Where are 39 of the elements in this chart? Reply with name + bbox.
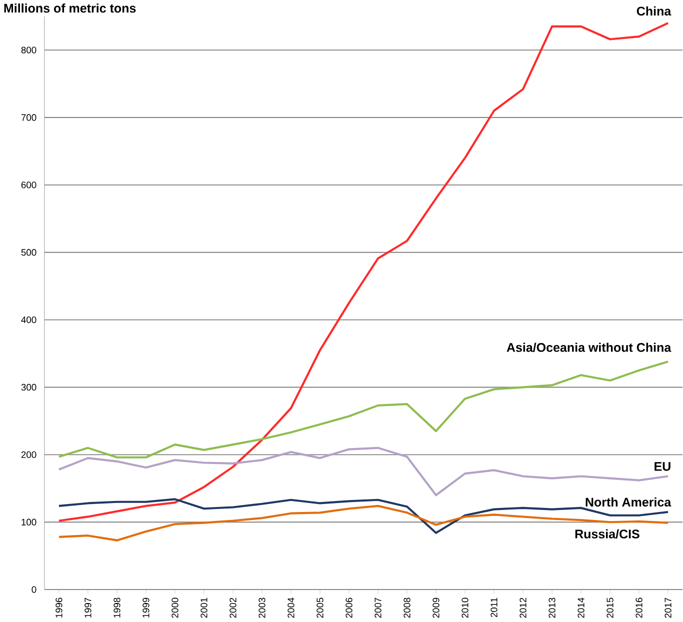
- y-tick-label: 700: [21, 114, 36, 121]
- series-label: China: [636, 6, 672, 16]
- y-tick-label: 500: [21, 249, 36, 256]
- x-tick-label: 2012: [520, 598, 526, 618]
- x-tick-label: 2000: [172, 598, 178, 618]
- x-tick-label: 2010: [462, 598, 468, 618]
- line-series: [58, 447, 670, 496]
- line-series: [58, 22, 670, 522]
- x-tick-label: 2017: [664, 598, 672, 618]
- y-axis-title: Millions of metric tons: [4, 4, 136, 13]
- x-tick-label: 2014: [578, 598, 584, 618]
- x-tick-label: 2005: [316, 598, 324, 618]
- x-tick-label: 2008: [404, 598, 410, 618]
- x-tick-label: 2003: [258, 598, 266, 618]
- x-tick-label: 2013: [548, 598, 556, 618]
- x-tick-label: 2002: [230, 598, 236, 618]
- y-tick-label: 200: [21, 451, 36, 458]
- x-tick-label: 1997: [84, 598, 92, 618]
- x-tick-label: 2011: [490, 598, 498, 618]
- y-tick-label: 600: [21, 182, 36, 188]
- y-tick-label: 800: [21, 46, 36, 54]
- x-tick-label: 2016: [636, 598, 642, 618]
- y-tick-label: 300: [21, 384, 36, 391]
- x-tick-label: 2001: [200, 598, 208, 618]
- x-tick-label: 1999: [142, 598, 150, 618]
- x-tick-label: 1996: [56, 598, 62, 618]
- series-label: Russia/CIS: [575, 529, 640, 539]
- series-label: North America: [586, 498, 672, 507]
- x-tick-label: 1998: [114, 598, 120, 618]
- x-tick-label: 2004: [288, 598, 294, 618]
- x-tick-label: 2009: [432, 598, 440, 618]
- y-tick-label: 0: [32, 586, 36, 593]
- series-label: EU: [654, 462, 670, 471]
- y-tick-label: 100: [22, 518, 36, 526]
- series-label: Asia/Oceania without China: [506, 342, 672, 352]
- x-tick-label: 2015: [606, 598, 614, 618]
- y-tick-label: 400: [21, 316, 36, 324]
- x-tick-label: 2007: [374, 598, 382, 618]
- x-tick-label: 2006: [346, 598, 352, 618]
